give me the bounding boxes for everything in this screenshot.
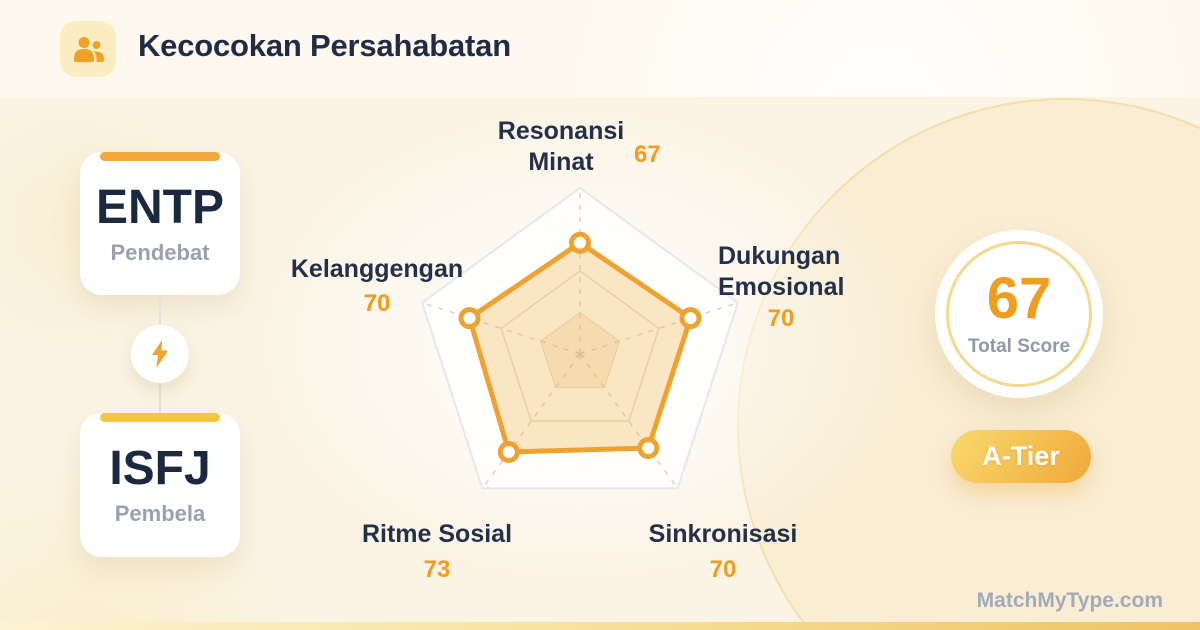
score-ring: [946, 241, 1092, 387]
radar-data-point: [637, 437, 660, 459]
axis-value-resonansi-minat: 67: [634, 141, 661, 168]
axis-value-ritme-sosial: 73: [423, 556, 451, 583]
axis-label-ritme-sosial: Ritme Sosial: [361, 520, 513, 548]
radar-spoke: [579, 301, 739, 355]
radar-spoke: [481, 353, 581, 489]
bottom-accent-strip: [0, 622, 1200, 630]
type-code-right: ISFJ: [109, 442, 211, 495]
header: Kecocokan Persahabatan: [0, 0, 1200, 97]
radar-data-point: [569, 231, 591, 254]
type-nickname-left: Pendebat: [110, 240, 210, 265]
axis-label-resonansi-minat: Resonansi Minat: [497, 117, 625, 176]
total-score-circle: 67 Total Score: [935, 230, 1103, 398]
radar-data-point: [497, 441, 520, 463]
radar-center-mark: [575, 350, 585, 358]
right-card-accent-bar: [100, 413, 220, 422]
left-card-accent-bar: [100, 152, 220, 161]
axis-value-sinkronisasi: 70: [709, 556, 737, 583]
type-card-right: ISFJ Pembela: [80, 413, 240, 557]
radar-chart: [420, 186, 740, 490]
axis-label-dukungan-emosional: Dukungan Emosional: [718, 242, 845, 301]
type-nickname-right: Pembela: [114, 501, 206, 526]
radar-data-point: [458, 307, 481, 330]
people-icon: [60, 21, 116, 77]
radar-spoke: [421, 301, 581, 355]
axis-label-kelanggengan: Kelanggengan: [290, 255, 464, 283]
type-code-left: ENTP: [95, 181, 224, 234]
watermark: MatchMyType.com: [976, 589, 1163, 612]
tier-badge: A-Tier: [951, 430, 1091, 483]
axis-value-dukungan-emosional: 70: [767, 305, 795, 332]
axis-value-kelanggengan: 70: [363, 290, 391, 317]
radar-spoke: [579, 353, 679, 489]
type-card-left: ENTP Pendebat: [80, 152, 240, 295]
radar-data-polygon: [467, 240, 693, 455]
radar-data-point: [679, 307, 702, 330]
lightning-bolt-icon: [131, 325, 189, 383]
radar-ring-50: [500, 270, 660, 422]
page-title: Kecocokan Persahabatan: [138, 28, 511, 63]
axis-label-sinkronisasi: Sinkronisasi: [648, 520, 798, 548]
